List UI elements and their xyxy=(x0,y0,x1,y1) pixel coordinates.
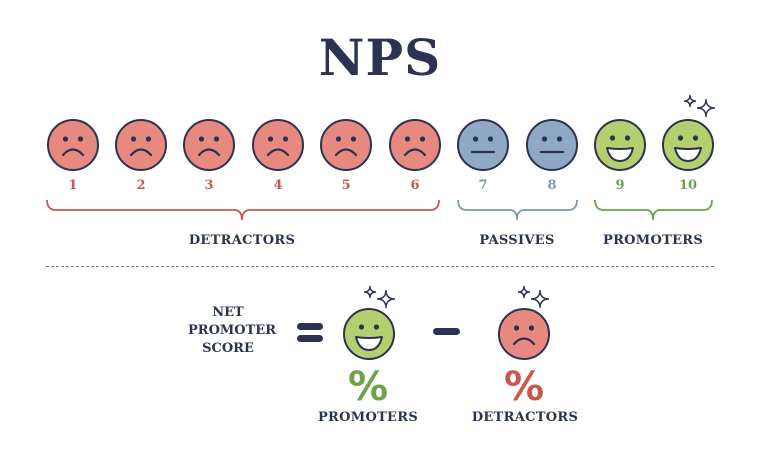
label-line: SCORE xyxy=(202,341,254,356)
sad-face-icon xyxy=(497,307,551,361)
sparkle-icon xyxy=(684,95,716,118)
neutral-face-icon xyxy=(525,118,579,172)
score-7: 7 xyxy=(478,178,488,193)
sad-face-icon xyxy=(251,118,305,172)
sad-face-icon xyxy=(182,118,236,172)
sad-face-icon xyxy=(319,118,373,172)
detractors-label: DETRACTORS xyxy=(188,233,296,248)
happy-face-icon xyxy=(343,308,395,360)
happy-face-icon xyxy=(662,119,714,171)
equals-icon xyxy=(297,323,323,342)
sparkle-icon xyxy=(518,286,550,309)
formula-detractors-label: DETRACTORS xyxy=(471,410,579,425)
passives-bracket xyxy=(457,199,578,221)
promoters-label: PROMOTERS xyxy=(603,233,704,248)
score-4: 4 xyxy=(273,178,283,193)
formula-promoters-label: PROMOTERS xyxy=(317,410,419,425)
score-2: 2 xyxy=(136,178,146,193)
sparkle-icon xyxy=(364,286,396,309)
net-promoter-score-label: NET PROMOTER SCORE xyxy=(188,304,277,358)
detractors-percent-symbol: % xyxy=(504,364,545,410)
promoters-percent-symbol: % xyxy=(348,364,389,410)
score-5: 5 xyxy=(341,178,351,193)
passives-label: PASSIVES xyxy=(479,233,555,248)
sad-face-icon xyxy=(388,118,442,172)
label-line: PROMOTER xyxy=(188,323,277,338)
promoters-bracket xyxy=(594,199,713,221)
sad-face-icon xyxy=(46,118,100,172)
sad-face-icon xyxy=(114,118,168,172)
happy-face-icon xyxy=(594,119,646,171)
minus-icon xyxy=(433,328,460,335)
score-9: 9 xyxy=(615,178,625,193)
score-6: 6 xyxy=(410,178,420,193)
score-10: 10 xyxy=(678,178,698,193)
label-line: NET xyxy=(212,305,244,320)
score-3: 3 xyxy=(204,178,214,193)
detractors-bracket xyxy=(46,199,440,221)
section-divider xyxy=(46,266,714,267)
page-title: NPS xyxy=(318,28,442,87)
neutral-face-icon xyxy=(456,118,510,172)
score-1: 1 xyxy=(68,178,78,193)
score-8: 8 xyxy=(547,178,557,193)
